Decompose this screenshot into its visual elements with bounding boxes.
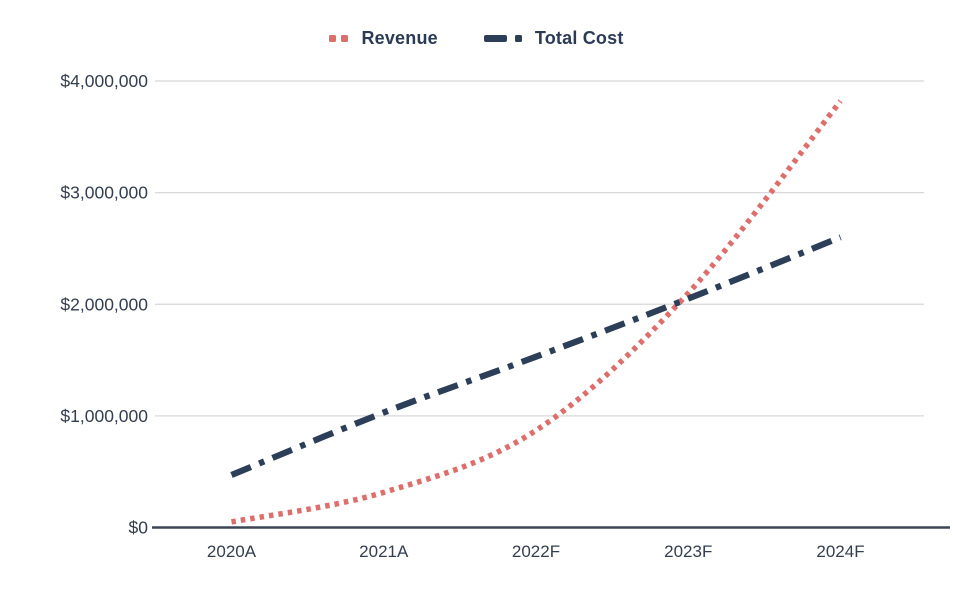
series-line-revenue bbox=[230, 99, 843, 525]
x-axis-tick-label: 2023F bbox=[664, 542, 712, 561]
legend-item-revenue: Revenue bbox=[329, 28, 438, 49]
x-axis-tick-label: 2020A bbox=[207, 542, 257, 561]
y-axis-tick-label: $4,000,000 bbox=[60, 71, 148, 91]
legend-item-total-cost: Total Cost bbox=[483, 28, 624, 49]
y-axis-tick-label: $1,000,000 bbox=[60, 406, 148, 426]
x-axis-tick-label: 2021A bbox=[359, 542, 409, 561]
chart-legend: Revenue Total Cost bbox=[0, 28, 953, 49]
series-line-total-cost bbox=[230, 234, 842, 478]
x-axis-tick-label: 2022F bbox=[512, 542, 560, 561]
y-axis-tick-label: $2,000,000 bbox=[60, 294, 148, 314]
y-axis-tick-label: $3,000,000 bbox=[60, 183, 148, 203]
x-axis-tick-label: 2024F bbox=[816, 542, 864, 561]
total-cost-dash-dot-line-marker-icon bbox=[483, 35, 522, 42]
legend-label-total-cost: Total Cost bbox=[534, 28, 624, 48]
y-axis-tick-label: $0 bbox=[129, 518, 149, 538]
legend-label-revenue: Revenue bbox=[361, 28, 438, 48]
revenue-dotted-line-marker-icon bbox=[329, 35, 349, 42]
